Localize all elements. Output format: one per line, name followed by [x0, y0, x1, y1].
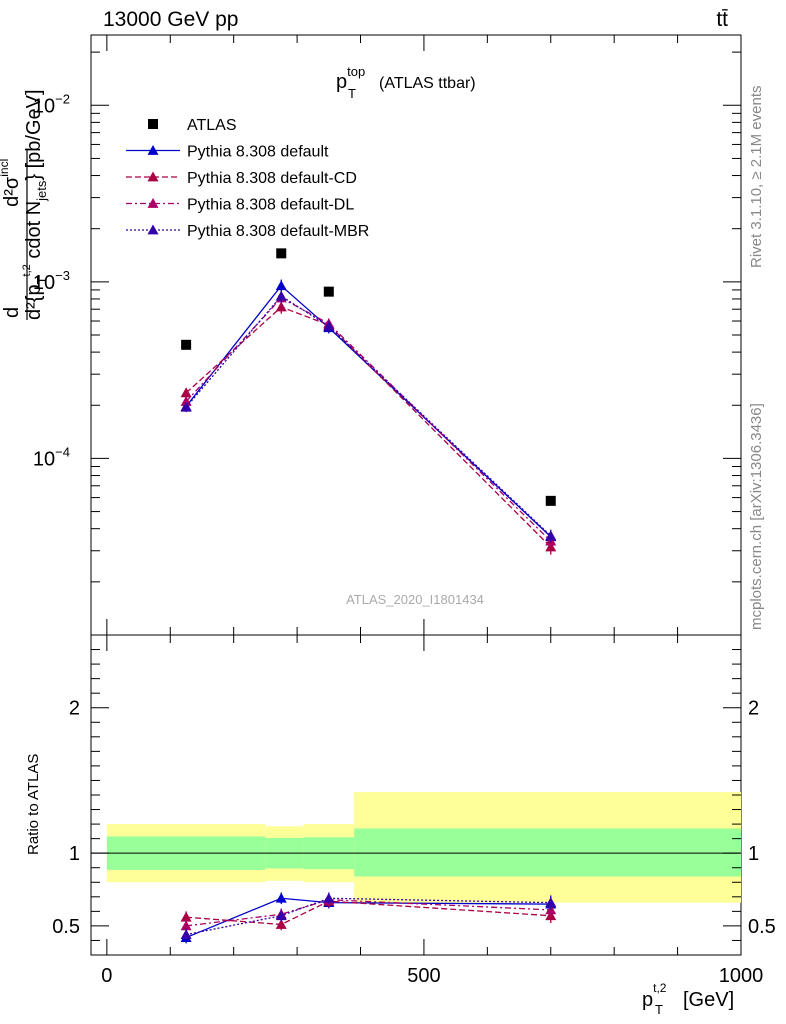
- y-tick-label-main-0: 10−2: [33, 91, 70, 117]
- legend-label-2: Pythia 8.308 default-CD: [187, 170, 357, 187]
- ratio-marker-2-0: [180, 920, 192, 931]
- legend-marker-3: [147, 198, 159, 208]
- atlas-point-0: [181, 339, 192, 350]
- series-line-0: [185, 284, 552, 538]
- header-energy: 13000 GeV pp: [103, 8, 238, 31]
- y-tick-label-ratio-right-1: 1: [748, 843, 759, 865]
- atlas-point-2: [323, 286, 334, 297]
- x-axis-label: pt,2 T [GeV]: [642, 981, 734, 1017]
- series-marker-3-0: [180, 401, 192, 412]
- series-marker-0-1: [275, 280, 287, 291]
- legend-label-1: Pythia 8.308 default: [187, 144, 329, 161]
- y-tick-label-ratio-right-0.5: 0.5: [748, 916, 776, 938]
- ratio-marker-1-0: [180, 911, 192, 922]
- ratio-marker-0-1: [275, 892, 287, 903]
- series-marker-3-3: [545, 530, 557, 541]
- series-marker-1-1: [275, 301, 287, 312]
- series-marker-3-2: [323, 320, 335, 331]
- ratio-line-2: [186, 899, 551, 927]
- ratio-ylabel: Ratio to ATLAS: [25, 754, 42, 855]
- x-tick-label-0: 0: [101, 965, 112, 987]
- ratio-line-3: [185, 897, 551, 936]
- series-line-2: [185, 297, 552, 542]
- x-tick-label-1000: 1000: [719, 965, 764, 987]
- y-tick-label-ratio-1: 1: [69, 843, 80, 865]
- series-marker-1-0: [180, 387, 192, 398]
- ratio-marker-3-0: [180, 929, 192, 940]
- legend-marker-2: [147, 171, 159, 182]
- series-line-3: [185, 295, 552, 537]
- band-inner-3: [354, 828, 741, 877]
- ratio-line-0: [185, 897, 551, 939]
- legend-label-4: Pythia 8.308 default-MBR: [187, 223, 369, 240]
- plot-title: ptop T(ATLAS ttbar): [336, 64, 476, 101]
- main-ylabel: d²{pTt,2 cdot Njets} [pb/GeV]: [21, 89, 49, 320]
- mcplots-credit: mcplots.cern.ch [arXiv:1306.3436]: [748, 403, 765, 630]
- ratio-marker-3-1: [275, 910, 287, 921]
- rivet-version: Rivet 3.1.10, ≥ 2.1M events: [748, 86, 765, 269]
- atlas-point-1: [276, 248, 287, 259]
- y-tick-label-ratio-0.5: 0.5: [52, 916, 80, 938]
- y-tick-label-main-2: 10−4: [33, 444, 70, 470]
- ratio-marker-1-1: [275, 918, 287, 929]
- x-tick-label-500: 500: [407, 965, 440, 987]
- series-marker-3-1: [275, 290, 287, 301]
- legend-label-0: ATLAS: [187, 117, 237, 134]
- header-process: tt̄: [716, 8, 728, 31]
- y-tick-label-main-1: 10−3: [33, 268, 70, 294]
- y-tick-label-ratio-2: 2: [69, 698, 80, 720]
- ratio-line-1: [186, 900, 551, 926]
- y-tick-label-ratio-right-2: 2: [748, 698, 759, 720]
- legend-marker-1: [147, 145, 159, 155]
- ratio-marker-3-2: [323, 892, 335, 903]
- main-ylabel-numerator: dd²σincl: [0, 159, 23, 318]
- legend-marker-0: [148, 119, 158, 129]
- analysis-watermark: ATLAS_2020_I1801434: [346, 592, 484, 607]
- legend-label-3: Pythia 8.308 default-DL: [187, 197, 354, 214]
- ratio-marker-3-3: [545, 897, 557, 908]
- atlas-point-3: [545, 495, 556, 506]
- legend-marker-4: [147, 224, 159, 235]
